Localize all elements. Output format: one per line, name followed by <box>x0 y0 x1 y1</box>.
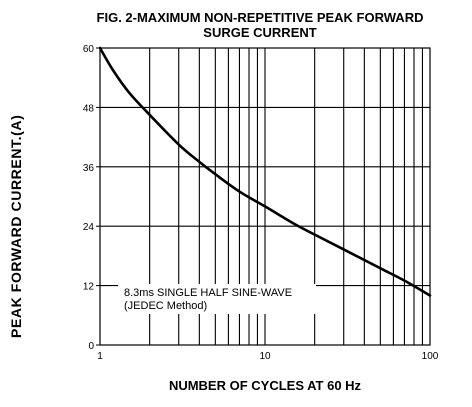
chart-title: FIG. 2-MAXIMUM NON-REPETITIVE PEAK FORWA… <box>96 10 424 25</box>
tick-labels: 0 12 24 36 48 60 1 10 100 <box>83 44 439 362</box>
annotation-line-1: 8.3ms SINGLE HALF SINE-WAVE <box>124 287 292 299</box>
x-tick-label: 1 <box>97 351 103 362</box>
y-tick-label: 12 <box>83 282 95 293</box>
x-tick-label: 100 <box>422 351 439 362</box>
series-layer <box>98 46 432 297</box>
y-tick-label: 60 <box>83 44 95 55</box>
annotation: 8.3ms SINGLE HALF SINE-WAVE (JEDEC Metho… <box>118 284 316 314</box>
annotation-background <box>118 284 316 314</box>
series-line-0 <box>98 46 432 297</box>
annotation-line-2: (JEDEC Method) <box>124 300 207 312</box>
y-tick-label: 48 <box>83 103 95 114</box>
x-tick-label: 10 <box>259 351 271 362</box>
y-tick-label: 24 <box>83 222 95 233</box>
x-axis-label: NUMBER OF CYCLES AT 60 Hz <box>168 378 362 393</box>
chart-subtitle: SURGE CURRENT <box>203 25 317 40</box>
y-tick-label: 0 <box>88 341 94 352</box>
y-tick-label: 36 <box>83 163 95 174</box>
plot-frame <box>99 47 431 346</box>
